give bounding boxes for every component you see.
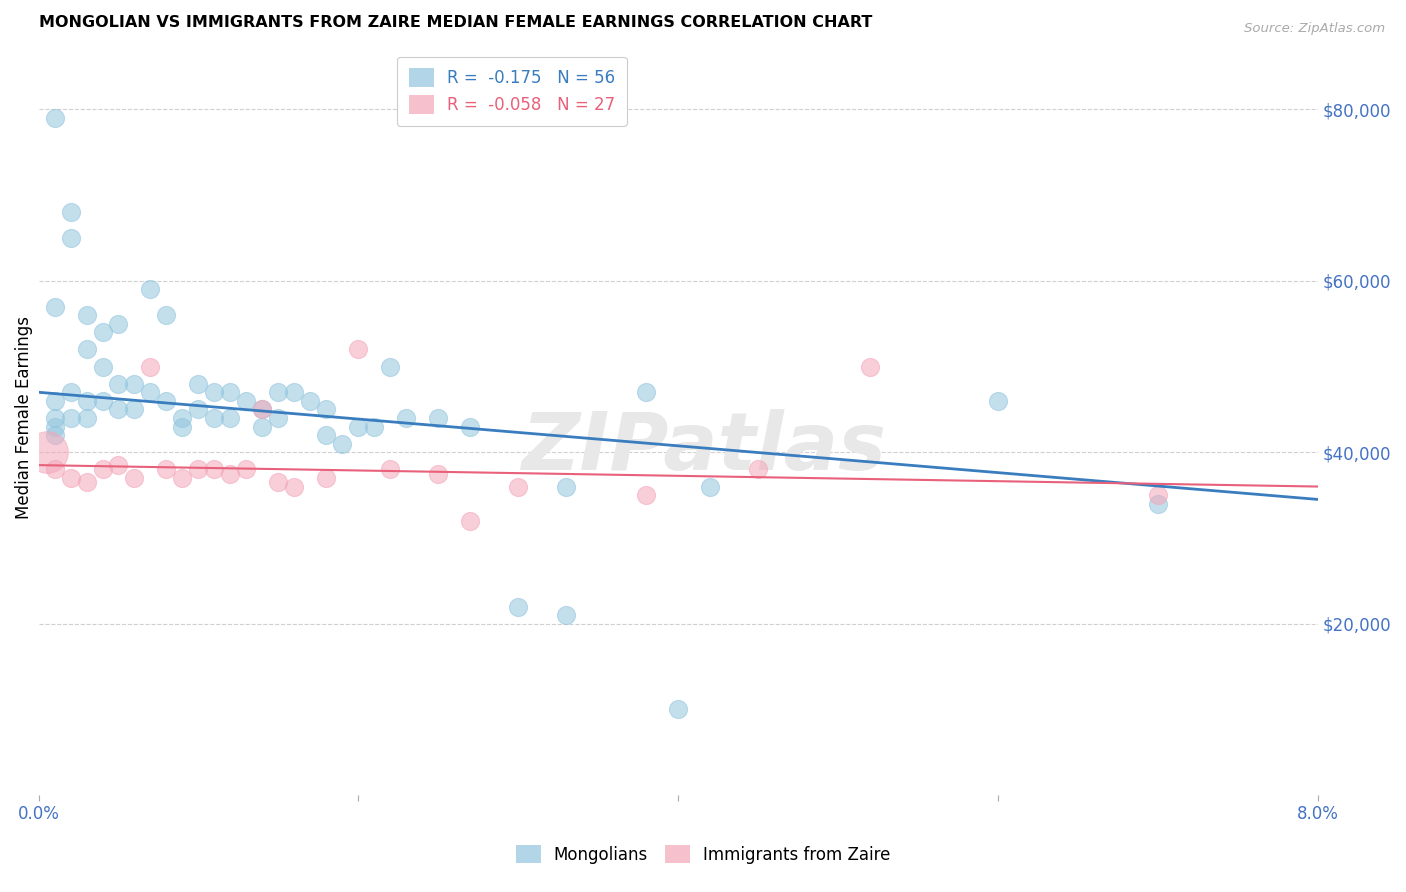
Point: [267, 385, 290, 400]
Point: [44, 462, 66, 476]
Point: [91, 462, 114, 476]
Point: [59, 411, 82, 425]
Point: [124, 376, 146, 391]
Point: [187, 376, 209, 391]
Point: [315, 471, 337, 485]
Point: [107, 376, 129, 391]
Point: [202, 411, 225, 425]
Legend: R =  -0.175   N = 56, R =  -0.058   N = 27: R = -0.175 N = 56, R = -0.058 N = 27: [396, 57, 627, 126]
Point: [699, 479, 721, 493]
Point: [155, 462, 177, 476]
Point: [1146, 488, 1168, 502]
Y-axis label: Median Female Earnings: Median Female Earnings: [15, 317, 32, 519]
Point: [395, 411, 418, 425]
Point: [107, 402, 129, 417]
Point: [747, 462, 769, 476]
Point: [427, 411, 450, 425]
Point: [987, 393, 1010, 408]
Point: [172, 411, 194, 425]
Text: Source: ZipAtlas.com: Source: ZipAtlas.com: [1244, 22, 1385, 36]
Point: [267, 475, 290, 490]
Point: [76, 308, 98, 322]
Point: [267, 411, 290, 425]
Point: [107, 458, 129, 472]
Point: [172, 471, 194, 485]
Point: [235, 462, 257, 476]
Point: [172, 419, 194, 434]
Point: [347, 343, 370, 357]
Point: [187, 402, 209, 417]
Point: [59, 385, 82, 400]
Point: [44, 111, 66, 125]
Text: MONGOLIAN VS IMMIGRANTS FROM ZAIRE MEDIAN FEMALE EARNINGS CORRELATION CHART: MONGOLIAN VS IMMIGRANTS FROM ZAIRE MEDIA…: [38, 15, 872, 30]
Point: [76, 411, 98, 425]
Point: [555, 608, 578, 623]
Point: [44, 428, 66, 442]
Point: [44, 393, 66, 408]
Point: [59, 205, 82, 219]
Point: [315, 402, 337, 417]
Point: [458, 419, 481, 434]
Point: [44, 300, 66, 314]
Point: [35, 445, 58, 459]
Point: [139, 359, 162, 374]
Point: [124, 471, 146, 485]
Point: [219, 467, 242, 481]
Point: [91, 359, 114, 374]
Point: [252, 402, 274, 417]
Point: [187, 462, 209, 476]
Point: [380, 359, 402, 374]
Point: [1146, 497, 1168, 511]
Point: [458, 514, 481, 528]
Point: [636, 488, 658, 502]
Point: [124, 402, 146, 417]
Point: [363, 419, 385, 434]
Point: [44, 411, 66, 425]
Point: [299, 393, 322, 408]
Point: [252, 402, 274, 417]
Point: [380, 462, 402, 476]
Point: [666, 702, 689, 716]
Point: [139, 385, 162, 400]
Point: [315, 428, 337, 442]
Point: [76, 475, 98, 490]
Point: [76, 343, 98, 357]
Point: [59, 471, 82, 485]
Point: [330, 436, 353, 450]
Legend: Mongolians, Immigrants from Zaire: Mongolians, Immigrants from Zaire: [509, 838, 897, 871]
Text: ZIPatlas: ZIPatlas: [522, 409, 886, 487]
Point: [202, 385, 225, 400]
Point: [219, 411, 242, 425]
Point: [107, 317, 129, 331]
Point: [427, 467, 450, 481]
Point: [283, 479, 305, 493]
Point: [283, 385, 305, 400]
Point: [235, 393, 257, 408]
Point: [155, 308, 177, 322]
Point: [859, 359, 882, 374]
Point: [202, 462, 225, 476]
Point: [44, 419, 66, 434]
Point: [347, 419, 370, 434]
Point: [508, 599, 530, 614]
Point: [508, 479, 530, 493]
Point: [555, 479, 578, 493]
Point: [252, 419, 274, 434]
Point: [155, 393, 177, 408]
Point: [59, 231, 82, 245]
Point: [219, 385, 242, 400]
Point: [636, 385, 658, 400]
Point: [76, 393, 98, 408]
Point: [91, 393, 114, 408]
Point: [91, 326, 114, 340]
Point: [139, 282, 162, 296]
